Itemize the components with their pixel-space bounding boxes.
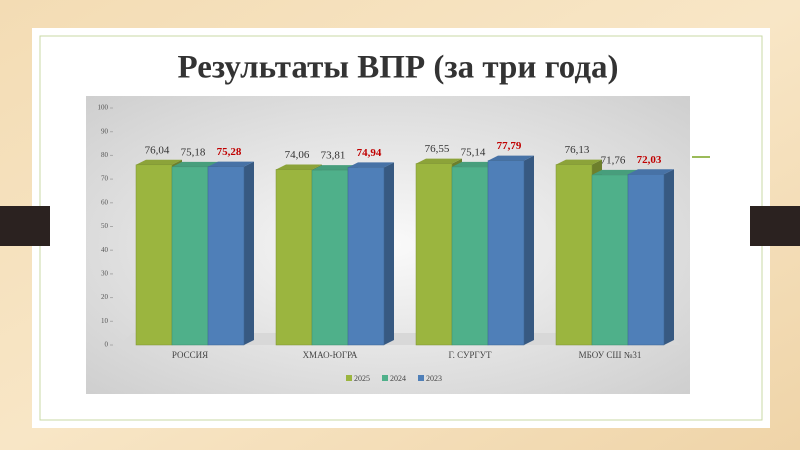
bar-side bbox=[524, 155, 534, 345]
value-label: 76,04 bbox=[145, 144, 170, 156]
bar bbox=[207, 166, 245, 346]
value-label: 72,03 bbox=[637, 154, 662, 166]
bar-side bbox=[664, 169, 674, 345]
y-tick-label: 40 bbox=[101, 246, 109, 254]
y-tick-label: 90 bbox=[101, 127, 109, 135]
bar-side bbox=[244, 161, 254, 345]
legend-label: 2023 bbox=[426, 374, 442, 383]
bar-top bbox=[172, 161, 218, 167]
y-tick-label: 80 bbox=[101, 151, 109, 159]
y-tick-label: 100 bbox=[98, 104, 109, 112]
bar bbox=[135, 164, 173, 346]
value-label: 75,14 bbox=[461, 146, 486, 158]
bar bbox=[311, 169, 349, 346]
y-tick-label: 10 bbox=[101, 317, 109, 325]
bar-top bbox=[416, 158, 462, 164]
floor bbox=[120, 333, 680, 345]
value-label: 75,18 bbox=[181, 146, 206, 158]
bar-top bbox=[208, 161, 254, 167]
bar bbox=[451, 166, 489, 346]
bar-side bbox=[384, 162, 394, 345]
bar bbox=[591, 174, 629, 346]
x-tick-label: РОССИЯ bbox=[172, 350, 208, 360]
x-tick-label: МБОУ СШ №31 bbox=[579, 350, 642, 360]
bar-top bbox=[628, 169, 674, 175]
y-tick-label: 30 bbox=[101, 270, 109, 278]
y-tick-label: 0 bbox=[105, 341, 109, 349]
value-label: 75,28 bbox=[217, 146, 242, 158]
legend-swatch bbox=[346, 375, 352, 381]
bar-top bbox=[276, 164, 322, 170]
value-label: 77,79 bbox=[497, 140, 522, 152]
value-label: 74,94 bbox=[357, 147, 382, 159]
bar bbox=[487, 160, 525, 346]
left-tab bbox=[0, 206, 50, 246]
bar bbox=[555, 164, 593, 346]
bar-top bbox=[348, 162, 394, 168]
legend-label: 2025 bbox=[354, 374, 370, 383]
bar-top bbox=[592, 169, 638, 175]
value-label: 73,81 bbox=[321, 150, 346, 162]
legend-swatch bbox=[382, 375, 388, 381]
bar bbox=[347, 167, 385, 346]
bar bbox=[627, 174, 665, 346]
y-tick-label: 70 bbox=[101, 175, 109, 183]
chart-title: Результаты ВПР (за три года) bbox=[177, 50, 618, 86]
x-tick-label: Г. СУРГУТ bbox=[448, 350, 492, 360]
bar-top bbox=[556, 159, 602, 165]
value-label: 71,76 bbox=[601, 154, 626, 166]
y-tick-label: 50 bbox=[101, 222, 109, 230]
value-label: 76,55 bbox=[425, 143, 450, 155]
bar bbox=[171, 166, 209, 346]
x-tick-label: ХМАО-ЮГРА bbox=[303, 350, 358, 360]
value-label: 76,13 bbox=[565, 144, 590, 156]
right-tab bbox=[750, 206, 800, 246]
bar-top bbox=[312, 165, 358, 171]
bar-top bbox=[136, 159, 182, 165]
y-tick-label: 60 bbox=[101, 198, 109, 206]
bar bbox=[275, 169, 313, 346]
legend-swatch bbox=[418, 375, 424, 381]
bar-top bbox=[452, 161, 498, 167]
bar-top bbox=[488, 155, 534, 161]
legend-label: 2024 bbox=[390, 374, 406, 383]
bar bbox=[415, 163, 453, 346]
value-label: 74,06 bbox=[285, 149, 310, 161]
y-tick-label: 20 bbox=[101, 293, 109, 301]
